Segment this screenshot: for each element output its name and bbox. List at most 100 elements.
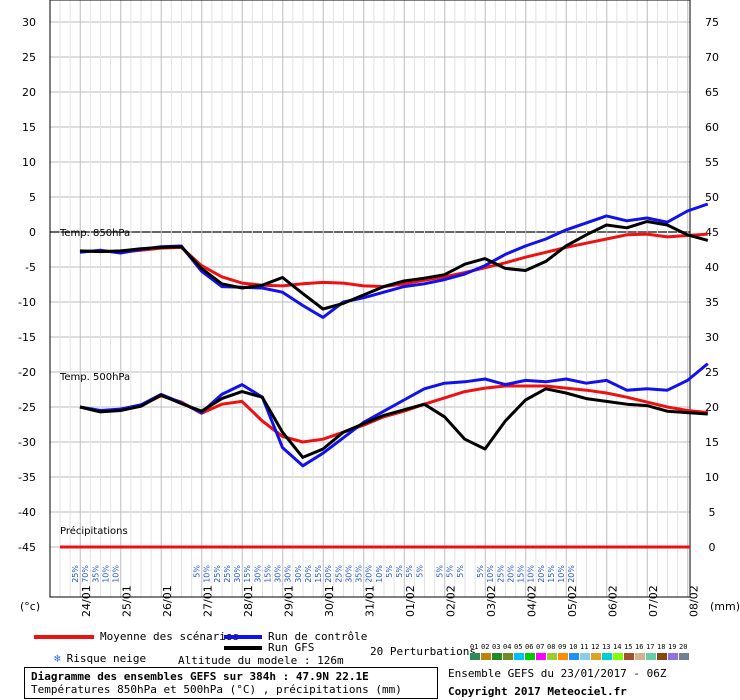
perturbation-swatch: [536, 653, 546, 660]
y-left-tick: 20: [22, 86, 36, 99]
snow-risk-label: 5%: [385, 565, 394, 578]
y-right-tick: 50: [705, 191, 719, 204]
perturbation-number: 02: [481, 643, 490, 651]
snow-risk-label: 5%: [456, 565, 465, 578]
x-tick-label: 24/01: [80, 585, 93, 617]
snow-risk-label: 5%: [405, 565, 414, 578]
y-right-tick: 30: [705, 331, 719, 344]
perturbation-key: 01 02 03 04 05 06 07 08 09 10 11 12 13 14 15 16 17 18 19 20: [470, 640, 695, 660]
legend-mean-label: Moyenne des scénarios: [100, 630, 240, 643]
y-right-tick: 70: [705, 51, 719, 64]
perturbation-number: 19: [668, 643, 677, 651]
snow-risk-label: 15%: [263, 565, 272, 583]
perturbation-swatch: [547, 653, 557, 660]
x-tick-label: 08/02: [688, 585, 701, 617]
plot-frame: [49, 0, 691, 598]
y-left-tick: -40: [18, 506, 36, 519]
perturbation-number: 09: [558, 643, 567, 651]
snow-risk-label: 5%: [395, 565, 404, 578]
perturbation-number: 05: [514, 643, 523, 651]
y-right-tick: 35: [705, 296, 719, 309]
y-right-tick: 55: [705, 156, 719, 169]
perturbation-swatches: [470, 651, 695, 660]
copyright: Copyright 2017 Meteociel.fr: [448, 685, 627, 698]
snow-risk-label: 35%: [355, 565, 364, 583]
x-tick-label: 06/02: [607, 585, 620, 617]
y-left-tick: 0: [29, 226, 36, 239]
snow-risk-label: 5%: [436, 565, 445, 578]
legend-control: Run de contrôle: [224, 630, 367, 643]
perturbation-swatch: [481, 653, 491, 660]
perturbation-swatch: [470, 653, 480, 660]
snow-risk-label: 25%: [213, 565, 222, 583]
snowflake-icon: ❄: [54, 652, 61, 665]
perturbation-swatch: [525, 653, 535, 660]
snow-risk-label: 20%: [304, 565, 313, 583]
y-left-tick: 5: [29, 191, 36, 204]
y-right-tick: 5: [709, 506, 716, 519]
legend-control-label: Run de contrôle: [268, 630, 368, 643]
section-label: Temp. 500hPa: [59, 372, 130, 383]
x-tick-label: 05/02: [566, 585, 579, 617]
y-right-tick: 25: [705, 366, 719, 379]
perturbation-swatch: [657, 653, 667, 660]
y-left-tick: -45: [18, 541, 36, 554]
snow-risk-label: 25%: [334, 565, 343, 583]
snow-risk-label: 15%: [517, 565, 526, 583]
x-tick-label: 04/02: [526, 585, 539, 617]
series-line-t850: [79, 220, 709, 311]
snow-risk-label: 15%: [243, 565, 252, 583]
chart-title: Diagramme des ensembles GEFS sur 384h : …: [31, 670, 369, 683]
perturbation-swatch: [569, 653, 579, 660]
perturbation-number: 17: [646, 643, 655, 651]
snow-risk-label: 20%: [537, 565, 546, 583]
y-left-tick: 15: [22, 121, 36, 134]
y-right-tick: 40: [705, 261, 719, 274]
legend-perturbations: 20 Perturbations: [370, 645, 476, 658]
perturbation-swatch: [613, 653, 623, 660]
snow-risk-label: 15%: [314, 565, 323, 583]
snow-risk-label: 35%: [91, 565, 100, 583]
x-tick-label: 26/01: [161, 585, 174, 617]
snow-risk-label: 20%: [324, 565, 333, 583]
x-tick-label: 07/02: [647, 585, 660, 617]
snow-risk-label: 10%: [557, 565, 566, 583]
perturbation-swatch: [679, 653, 689, 660]
snow-risk-label: 20%: [365, 565, 374, 583]
perturbation-number: 07: [536, 643, 545, 651]
y-right-tick: 45: [705, 226, 719, 239]
x-tick-label: 28/01: [242, 585, 255, 617]
snow-risk-label: 30%: [284, 565, 293, 583]
perturbation-swatch: [580, 653, 590, 660]
perturbation-swatch: [635, 653, 645, 660]
legend-control-swatch: [224, 635, 262, 639]
perturbation-number: 04: [503, 643, 512, 651]
legend-altitude: Altitude du modele : 126m: [178, 654, 344, 667]
perturbation-number: 06: [525, 643, 534, 651]
perturbation-swatch: [503, 653, 513, 660]
y-left-unit: (°c): [20, 600, 40, 613]
snow-risk-label: 30%: [294, 565, 303, 583]
x-tick-label: 30/01: [323, 585, 336, 617]
snow-risk-label: 10%: [112, 565, 121, 583]
legend-gfs-label: Run GFS: [268, 641, 315, 654]
x-tick-label: 02/02: [445, 585, 458, 617]
y-left-tick: -35: [18, 471, 36, 484]
perturbation-swatch: [624, 653, 634, 660]
y-left-tick: 30: [22, 16, 36, 29]
info-box: Diagramme des ensembles GEFS sur 384h : …: [24, 667, 438, 699]
perturbation-number: 03: [492, 643, 501, 651]
y-left-tick: -5: [25, 261, 36, 274]
y-left-tick: -20: [18, 366, 36, 379]
y-left-tick: 25: [22, 51, 36, 64]
x-tick-label: 01/02: [404, 585, 417, 617]
snow-risk-label: 30%: [233, 565, 242, 583]
y-left-tick: -15: [18, 331, 36, 344]
y-left-tick: -10: [18, 296, 36, 309]
y-right-tick: 20: [705, 401, 719, 414]
perturbation-number: 15: [624, 643, 633, 651]
y-left-tick: -30: [18, 436, 36, 449]
perturbation-swatch: [646, 653, 656, 660]
y-left-tick: 10: [22, 156, 36, 169]
